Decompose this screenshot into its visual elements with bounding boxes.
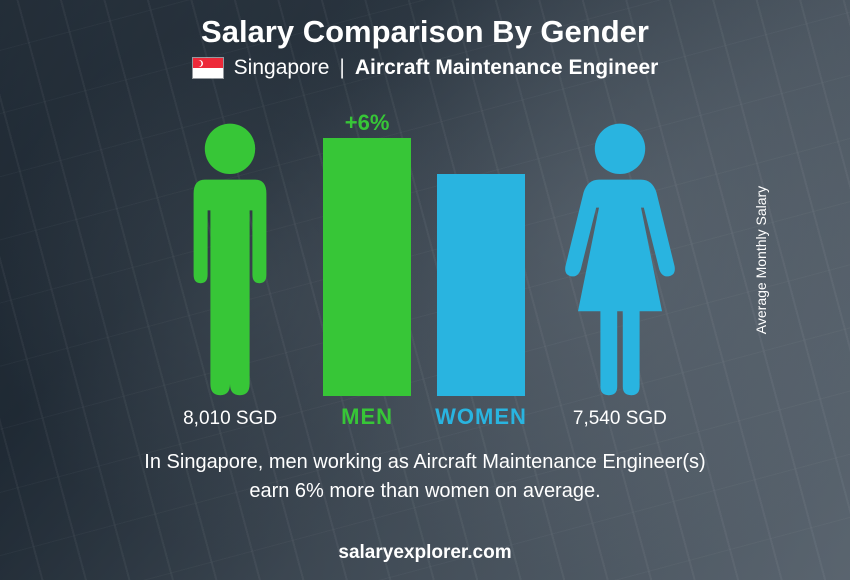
footer-source: salaryexplorer.com: [0, 542, 850, 564]
women-bar-column: WOMEN: [435, 174, 527, 430]
women-bar-label: WOMEN: [435, 404, 527, 430]
main-container: Salary Comparison By Gender Singapore | …: [0, 0, 850, 580]
country-label: Singapore: [234, 56, 330, 80]
flag-top-stripe: [193, 58, 223, 68]
chart-area: Average Monthly Salary 8,010 SGD +6% MEN: [65, 90, 785, 430]
men-salary: 8,010 SGD: [183, 408, 277, 430]
women-bar: [437, 174, 525, 396]
men-bar-column: +6% MEN: [323, 138, 411, 430]
flag-icon: [192, 57, 224, 79]
women-figure-column: 7,540 SGD: [545, 118, 695, 430]
flag-crescent: [196, 60, 203, 67]
job-title: Aircraft Maintenance Engineer: [355, 56, 658, 80]
page-title: Salary Comparison By Gender: [201, 14, 649, 50]
description-text: In Singapore, men working as Aircraft Ma…: [144, 448, 705, 506]
men-bar: [323, 138, 411, 396]
women-group: 7,540 SGD WOMEN: [435, 118, 695, 430]
delta-label: +6%: [345, 110, 390, 136]
woman-icon: [550, 118, 690, 398]
men-group: 8,010 SGD +6% MEN: [155, 118, 411, 430]
description-line2: earn 6% more than women on average.: [249, 480, 600, 502]
men-figure-column: 8,010 SGD: [155, 118, 305, 430]
subtitle: Singapore | Aircraft Maintenance Enginee…: [192, 56, 659, 80]
flag-bottom-stripe: [193, 68, 223, 78]
man-icon: [160, 118, 300, 398]
y-axis-label: Average Monthly Salary: [753, 186, 769, 334]
separator: |: [339, 56, 344, 80]
women-salary: 7,540 SGD: [573, 408, 667, 430]
men-bar-label: MEN: [341, 404, 393, 430]
description-line1: In Singapore, men working as Aircraft Ma…: [144, 451, 705, 473]
